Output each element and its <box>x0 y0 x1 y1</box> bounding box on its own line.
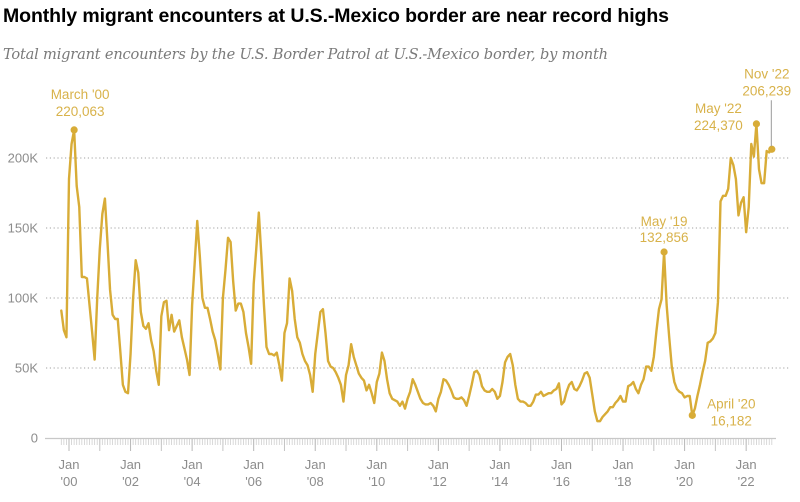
annotation-point <box>688 411 696 419</box>
annotation-label: May '19 <box>641 214 688 229</box>
x-tick-label: Jan <box>59 457 80 472</box>
x-axis: Jan '00 Jan '02 Jan '04 Jan '06 Jan '08 Jan '10 Jan '… <box>45 437 776 489</box>
annotation-value: 224,370 <box>694 118 743 133</box>
x-tick-label: '16 <box>553 474 570 489</box>
x-tick-label: Jan <box>243 457 264 472</box>
annotation-point <box>768 145 776 153</box>
annotation-point <box>70 126 78 134</box>
annotation-label: March '00 <box>51 87 110 102</box>
x-tick-label: '00 <box>61 474 78 489</box>
annotation-label: April '20 <box>707 396 755 411</box>
x-tick-label: Jan <box>674 457 695 472</box>
y-tick-label: 150K <box>8 221 39 236</box>
chart-title: Monthly migrant encounters at U.S.-Mexic… <box>3 5 669 27</box>
annotation-point <box>660 248 668 256</box>
x-tick-label: '10 <box>368 474 385 489</box>
x-tick-label: '12 <box>430 474 447 489</box>
x-tick-label: '14 <box>491 474 508 489</box>
x-tick-label: Jan <box>428 457 449 472</box>
annotation-label: May '22 <box>695 101 742 116</box>
series-line <box>60 122 774 423</box>
x-tick-label: Jan <box>366 457 387 472</box>
gridlines <box>46 157 790 369</box>
x-tick-label: Jan <box>305 457 326 472</box>
y-tick-label: 0 <box>31 431 38 446</box>
annotation-value: 220,063 <box>56 104 105 119</box>
x-tick-label: Jan <box>489 457 510 472</box>
x-tick-label: Jan <box>182 457 203 472</box>
y-tick-label: 100K <box>8 291 39 306</box>
chart-subtitle: Total migrant encounters by the U.S. Bor… <box>3 46 608 63</box>
x-tick-label: '02 <box>122 474 139 489</box>
annotation-value: 206,239 <box>742 83 791 98</box>
x-tick-label: '18 <box>615 474 632 489</box>
y-tick-label: 50K <box>15 361 38 376</box>
annotation-point <box>752 120 761 128</box>
annotation-label: Nov '22 <box>744 66 789 81</box>
series-layer <box>60 122 774 423</box>
x-tick-label: Jan <box>120 457 141 472</box>
x-tick-label: Jan <box>736 457 757 472</box>
x-tick-label: '08 <box>307 474 324 489</box>
y-axis: 0 50K 100K 150K 200K <box>8 151 39 446</box>
x-tick-label: Jan <box>551 457 572 472</box>
annotation-value: 132,856 <box>640 230 689 245</box>
x-tick-label: '04 <box>184 474 201 489</box>
y-tick-label: 200K <box>8 151 39 166</box>
annotation-value: 16,182 <box>711 413 752 428</box>
x-tick-label: Jan <box>613 457 634 472</box>
x-tick-label: '22 <box>738 474 755 489</box>
x-tick-label: '06 <box>245 474 262 489</box>
x-tick-label: '20 <box>676 474 693 489</box>
